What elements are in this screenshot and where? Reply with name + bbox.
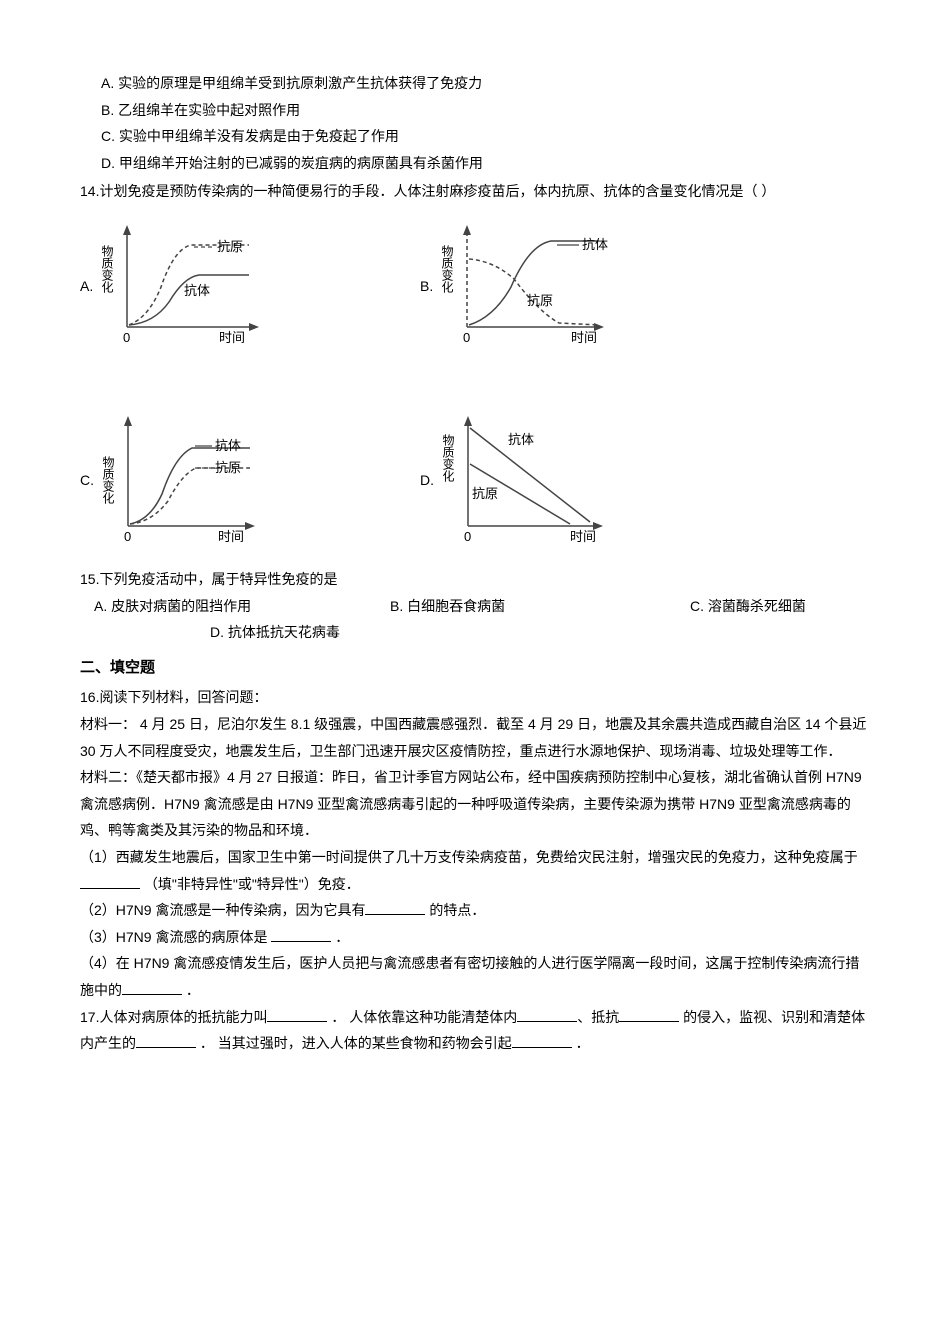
q17-text-a: 17.人体对病原体的抵抗能力叫 xyxy=(80,1009,267,1025)
svg-text:0: 0 xyxy=(123,330,130,345)
q16-p3-text-b: ． xyxy=(331,929,349,945)
svg-text:抗原: 抗原 xyxy=(217,239,243,254)
q16-p1-blank[interactable] xyxy=(80,875,140,889)
svg-text:0: 0 xyxy=(124,529,131,544)
svg-text:物质变化: 物质变化 xyxy=(441,433,455,482)
q17-blank-1[interactable] xyxy=(267,1008,327,1022)
q14-label-c[interactable]: C. xyxy=(80,467,94,494)
q15-option-d[interactable]: D. 抗体抵抗天花病毒 xyxy=(80,619,870,646)
svg-text:抗原: 抗原 xyxy=(215,460,241,475)
q17-blank-2[interactable] xyxy=(517,1008,577,1022)
q16-p1-text-b: （填"非特异性"或"特异性"）免疫． xyxy=(140,876,360,892)
q14-chart-b: 抗体 抗原 物质变化 0 时间 xyxy=(439,217,629,356)
q14-chart-a: 抗原 抗体 物质变化 0 时间 xyxy=(99,217,269,356)
q16-part-2: （2）H7N9 禽流感是一种传染病，因为它具有 的特点． xyxy=(80,897,870,924)
q14-label-a[interactable]: A. xyxy=(80,273,93,300)
svg-text:抗体: 抗体 xyxy=(215,438,241,453)
q17-blank-4[interactable] xyxy=(136,1034,196,1048)
q16-p2-blank[interactable] xyxy=(365,901,425,915)
q13-option-c[interactable]: C. 实验中甲组绵羊没有发病是由于免疫起了作用 xyxy=(80,123,870,150)
q17-text-f: ． xyxy=(572,1035,590,1051)
q13-option-d[interactable]: D. 甲组绵羊开始注射的已减弱的炭疽病的病原菌具有杀菌作用 xyxy=(80,150,870,177)
q14-chart-d: 抗体 抗原 物质变化 0 时间 xyxy=(440,406,620,555)
q14-label-d[interactable]: D. xyxy=(420,467,434,494)
svg-text:抗体: 抗体 xyxy=(508,432,534,447)
q16-p3-blank[interactable] xyxy=(271,928,331,942)
q17-blank-3[interactable] xyxy=(619,1008,679,1022)
svg-text:物质变化: 物质变化 xyxy=(101,455,115,504)
q16-p3-text-a: （3）H7N9 禽流感的病原体是 xyxy=(80,929,271,945)
q14-label-b[interactable]: B. xyxy=(420,273,433,300)
svg-text:时间: 时间 xyxy=(570,529,596,544)
q14-stem: 14.计划免疫是预防传染病的一种简便易行的手段．人体注射麻疹疫苗后，体内抗原、抗… xyxy=(80,178,870,205)
q16-p2-text-a: （2）H7N9 禽流感是一种传染病，因为它具有 xyxy=(80,902,365,918)
q16-material-1: 材料一： 4 月 25 日，尼泊尔发生 8.1 级强震，中国西藏震感强烈．截至 … xyxy=(80,711,870,764)
q15-option-c[interactable]: C. 溶菌酶杀死细菌 xyxy=(690,593,806,620)
q13-option-b[interactable]: B. 乙组绵羊在实验中起对照作用 xyxy=(80,97,870,124)
q16-p1-text-a: （1）西藏发生地震后，国家卫生中第一时间提供了几十万支传染病疫苗，免费给灾民注射… xyxy=(80,849,858,865)
q16-p4-text-b: ． xyxy=(182,982,200,998)
svg-text:抗体: 抗体 xyxy=(582,237,608,252)
svg-text:时间: 时间 xyxy=(571,330,597,345)
svg-text:0: 0 xyxy=(463,330,470,345)
svg-text:抗原: 抗原 xyxy=(472,486,498,501)
svg-text:0: 0 xyxy=(464,529,471,544)
q16-stem: 16.阅读下列材料，回答问题： xyxy=(80,684,870,711)
svg-text:时间: 时间 xyxy=(219,330,245,345)
q17-text-c: 、抵抗 xyxy=(577,1009,619,1025)
q16-p2-text-b: 的特点． xyxy=(425,902,485,918)
svg-text:抗原: 抗原 xyxy=(527,293,553,308)
q17-text-e: ． 当其过强时，进入人体的某些食物和药物会引起 xyxy=(196,1035,512,1051)
q14-chart-c: 抗体 抗原 物质变化 0 时间 xyxy=(100,406,270,555)
section-2-header: 二、填空题 xyxy=(80,654,870,683)
svg-text:物质变化: 物质变化 xyxy=(100,245,114,294)
q17-blank-5[interactable] xyxy=(512,1034,572,1048)
q17-text-b: ． 人体依靠这种功能清楚体内 xyxy=(327,1009,517,1025)
q17: 17.人体对病原体的抵抗能力叫 ． 人体依靠这种功能清楚体内、抵抗 的侵入，监视… xyxy=(80,1004,870,1057)
svg-text:抗体: 抗体 xyxy=(184,283,210,298)
q15-stem: 15.下列免疫活动中，属于特异性免疫的是 xyxy=(80,566,870,593)
q13-option-a[interactable]: A. 实验的原理是甲组绵羊受到抗原刺激产生抗体获得了免疫力 xyxy=(80,70,870,97)
q16-part-1: （1）西藏发生地震后，国家卫生中第一时间提供了几十万支传染病疫苗，免费给灾民注射… xyxy=(80,844,870,897)
q16-material-2: 材料二：《楚天都市报》4 月 27 日报道：昨日，省卫计季官方网站公布，经中国疾… xyxy=(80,764,870,844)
q16-part-4: （4）在 H7N9 禽流感疫情发生后，医护人员把与禽流感患者有密切接触的人进行医… xyxy=(80,950,870,1003)
q16-p4-blank[interactable] xyxy=(122,981,182,995)
svg-text:时间: 时间 xyxy=(218,529,244,544)
q15-option-b[interactable]: B. 白细胞吞食病菌 xyxy=(390,593,690,620)
q15-option-a[interactable]: A. 皮肤对病菌的阻挡作用 xyxy=(80,593,390,620)
svg-text:物质变化: 物质变化 xyxy=(440,245,454,294)
q16-part-3: （3）H7N9 禽流感的病原体是 ． xyxy=(80,924,870,951)
